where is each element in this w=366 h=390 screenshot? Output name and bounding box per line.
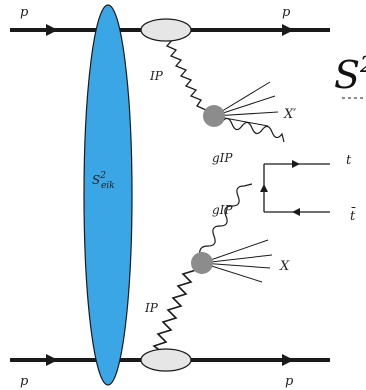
top-quark-pair [263, 163, 330, 213]
gluon-bottom-coil [199, 183, 253, 257]
label-gluon-top: gIP [212, 151, 233, 165]
gluon-top-coil [221, 117, 285, 143]
label-quark-t: t [346, 153, 352, 168]
label-proton-top-left: p [20, 5, 29, 20]
blob-top [203, 105, 225, 127]
label-remnant-bottom: X [279, 259, 290, 274]
label-proton-bottom-right: p [285, 374, 294, 389]
label-pomeron-top: IP [149, 69, 164, 83]
label-remnant-top: X′ [283, 107, 296, 122]
edge-symbol-cropped: S2 [334, 53, 366, 97]
pomeron-bottom-zigzag [152, 269, 197, 353]
label-proton-bottom-left: p [20, 374, 29, 389]
label-survival-factor: S2 eik [92, 171, 115, 191]
vertex-bottom [140, 348, 192, 372]
label-quark-tbar: t̄ [350, 207, 356, 224]
blob-bottom [191, 252, 213, 274]
label-proton-top-right: p [282, 5, 291, 20]
survival-factor-ellipse [83, 4, 133, 386]
label-pomeron-bottom: IP [144, 301, 159, 315]
label-gluon-bottom: gIP [212, 203, 233, 217]
quark-arrow-t [292, 160, 300, 168]
pomeron-top-zigzag [164, 35, 207, 116]
quark-arrow-tbar [292, 208, 300, 216]
vertex-top [140, 18, 192, 42]
quark-arrow-mid [260, 184, 268, 192]
